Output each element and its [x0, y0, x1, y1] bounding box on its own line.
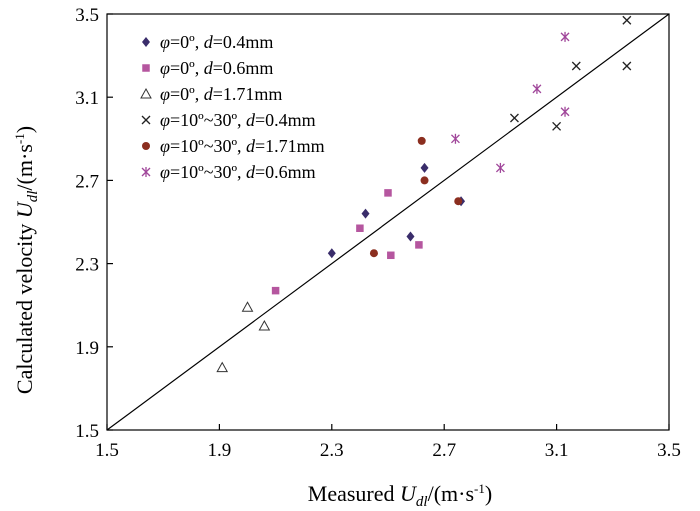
legend-item: φ=10º~30º, d=0.6mm: [141, 162, 316, 182]
legend-label: φ=0º, d=0.6mm: [160, 58, 273, 78]
data-point: [415, 241, 423, 249]
data-point: [450, 133, 460, 144]
legend-label: φ=0º, d=0.4mm: [160, 32, 273, 52]
series-5: [369, 136, 463, 258]
legend-label: φ=10º~30º, d=1.71mm: [160, 136, 325, 156]
data-point: [271, 286, 280, 295]
legend-item: φ=0º, d=0.6mm: [142, 58, 273, 78]
data-points: [216, 15, 632, 373]
data-point: [216, 361, 229, 373]
data-point: [387, 251, 395, 260]
series-6: [450, 31, 570, 173]
data-point: [420, 162, 429, 173]
y-axis-title: Calculated velocity Udl/(m·s-1): [12, 126, 41, 394]
x-axis-title: Measured Udl/(m·s-1): [308, 481, 492, 510]
data-point: [622, 61, 632, 71]
x-axis: 1.5 1.9 2.3 2.7 3.1 3.5: [95, 424, 681, 461]
legend-label: φ=0º, d=1.71mm: [160, 84, 282, 104]
legend-marker: [141, 115, 151, 125]
x-tick-label: 1.9: [208, 440, 232, 461]
plot-border: [106, 13, 670, 431]
data-point: [384, 189, 392, 197]
y-tick-label: 3.5: [75, 5, 99, 26]
x-tick-label: 2.7: [432, 440, 456, 461]
y-tick-label: 1.5: [75, 421, 99, 442]
plot-area: [106, 13, 670, 431]
data-point: [327, 248, 336, 259]
data-point: [369, 249, 378, 258]
x-tick-label: 3.5: [657, 440, 681, 461]
y-tick-label: 1.9: [75, 338, 99, 359]
reference-line-layer: [106, 13, 670, 431]
data-point: [241, 301, 254, 312]
data-point: [622, 15, 632, 25]
legend-marker: [142, 142, 150, 150]
legend: φ=0º, d=0.4mm φ=0º, d=0.6mm φ=0º, d=1.71mm…: [140, 32, 325, 182]
data-point: [417, 136, 426, 145]
y-axis: 1.5 1.9 2.3 2.7 3.1 3.5: [75, 5, 113, 442]
legend-marker: [142, 37, 150, 47]
x-tick-label: 1.5: [95, 440, 119, 461]
legend-marker: [142, 64, 150, 72]
y-tick-label: 3.1: [75, 88, 99, 109]
data-point: [509, 113, 519, 123]
y-tick-label: 2.3: [75, 255, 99, 276]
data-point: [420, 176, 429, 185]
legend-marker: [141, 167, 151, 177]
data-point: [406, 231, 415, 242]
legend-label: φ=10º~30º, d=0.4mm: [160, 110, 316, 130]
y-tick-label: 2.7: [75, 171, 99, 192]
legend-item: φ=0º, d=0.4mm: [142, 32, 273, 52]
legend-item: φ=10º~30º, d=0.4mm: [141, 110, 316, 130]
legend-item: φ=10º~30º, d=1.71mm: [142, 136, 325, 156]
data-point: [560, 106, 570, 117]
x-tick-label: 2.3: [320, 440, 344, 461]
series-2: [271, 189, 423, 295]
series-1: [327, 162, 466, 259]
legend-label: φ=10º~30º, d=0.6mm: [160, 162, 316, 182]
x-tick-label: 3.1: [545, 440, 569, 461]
reference-line: [106, 13, 670, 431]
data-point: [560, 31, 570, 42]
legend-item: φ=0º, d=1.71mm: [140, 84, 282, 104]
data-point: [552, 121, 562, 131]
data-point: [532, 83, 542, 94]
data-point: [356, 224, 364, 232]
legend-marker: [140, 87, 152, 99]
series-4: [509, 15, 632, 131]
data-point: [361, 208, 370, 219]
data-point: [454, 197, 463, 206]
data-point: [495, 162, 505, 173]
data-point: [258, 319, 271, 331]
series-3: [216, 301, 271, 373]
data-point: [571, 61, 581, 71]
